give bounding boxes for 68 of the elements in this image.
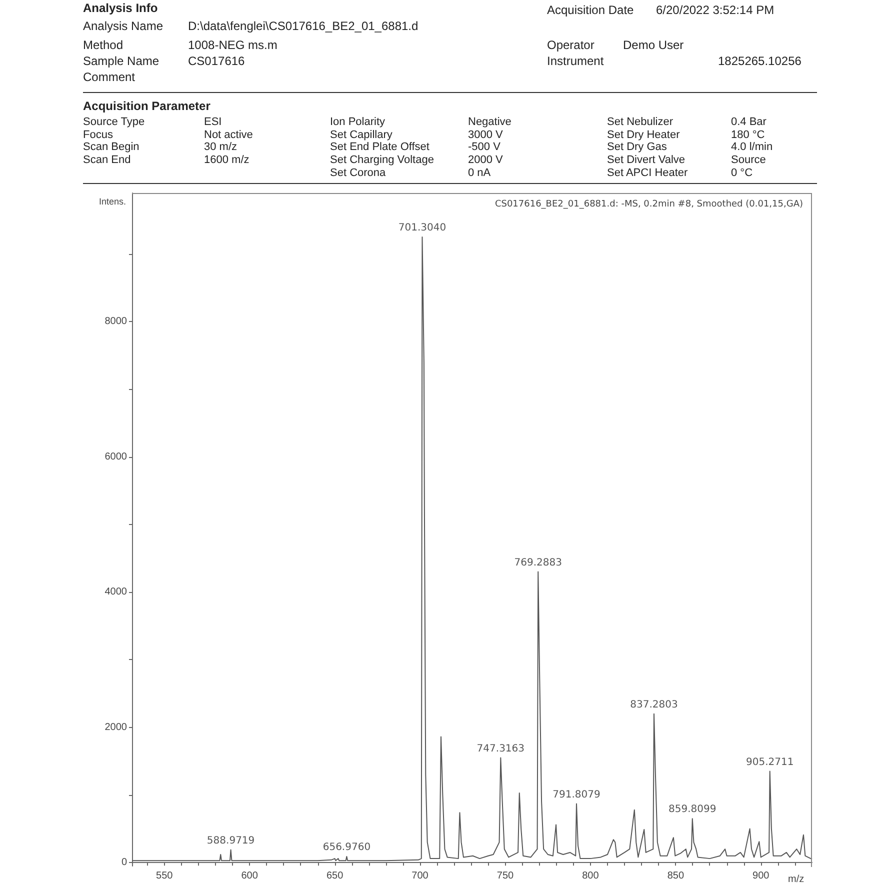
- x-tick-label: 700: [412, 870, 429, 882]
- annotation: 769.2883: [514, 557, 562, 568]
- annotation: 656.9760: [322, 842, 371, 854]
- annotation: 791.8079: [552, 789, 600, 800]
- text: 3000 V: [468, 128, 503, 142]
- annotation: 588.9719: [206, 835, 255, 846]
- x-tick-label: 550: [156, 870, 174, 882]
- text: Sample Name: [83, 54, 160, 68]
- text: Analysis Info: [83, 1, 158, 15]
- text: Source: [731, 153, 766, 168]
- x-tick-label: 900: [752, 870, 770, 882]
- annotation: 859.8099: [668, 804, 716, 816]
- x-tick-label: 800: [582, 870, 600, 882]
- text: ESI: [204, 115, 222, 129]
- text: 0.4 Bar: [731, 115, 766, 129]
- text: 30 m/z: [204, 140, 238, 154]
- text: 1825265.10256: [718, 54, 802, 68]
- text: Method: [83, 38, 124, 52]
- text: Set APCI Heater: [607, 166, 688, 180]
- text: 4.0 l/min: [731, 140, 773, 154]
- text: 180 °C: [731, 128, 765, 142]
- text: Focus: [83, 128, 113, 142]
- x-tick-label: 850: [667, 870, 684, 882]
- y-tick-label: 6000: [104, 451, 128, 462]
- text: CS017616_BE2_01_6881.d: -MS, 0.2min #8, Smoothed (0.01,15,GA): [494, 200, 804, 210]
- text: 2000 V: [468, 153, 503, 168]
- text: 1600 m/z: [204, 153, 250, 168]
- text: Comment: [83, 70, 136, 84]
- text: Set Divert Valve: [607, 153, 686, 168]
- text: 6/20/2022 3:52:14 PM: [656, 3, 774, 17]
- text: Demo User: [623, 38, 684, 52]
- text: Analysis Name: [83, 19, 164, 33]
- text: Scan End: [83, 153, 131, 168]
- x-axis-title: m/z: [788, 874, 804, 886]
- text: Set Charging Voltage: [330, 153, 434, 168]
- text: CS017616: [188, 54, 245, 68]
- text: Set Dry Gas: [607, 140, 667, 154]
- text: Negative: [468, 115, 512, 129]
- text: 1008-NEG ms.m: [188, 38, 278, 52]
- x-tick-label: 750: [496, 870, 514, 882]
- text: Set Capillary: [330, 128, 392, 142]
- text: Acquisition Parameter: [83, 99, 210, 113]
- annotation: 701.3040: [398, 222, 446, 234]
- text: Scan Begin: [83, 140, 140, 154]
- x-tick-label: 600: [241, 870, 258, 882]
- text: Ion Polarity: [330, 115, 386, 129]
- y-tick-label: 0: [121, 857, 128, 868]
- text: Set Nebulizer: [607, 115, 674, 129]
- annotation: 905.2711: [746, 756, 794, 768]
- text: Not active: [204, 128, 253, 142]
- text: D:\data\fenglei\CS017616_BE2_01_6881.d: [188, 19, 418, 33]
- y-tick-label: 4000: [104, 586, 128, 598]
- text: Set End Plate Offset: [330, 140, 430, 154]
- text: 0 nA: [468, 166, 491, 180]
- x-tick-label: 650: [326, 870, 344, 882]
- annotation: 747.3163: [476, 743, 525, 754]
- source-note: Source Type: [83, 115, 145, 129]
- y-tick-label: 2000: [104, 722, 128, 733]
- text: Set Corona: [330, 166, 386, 180]
- text: -500 V: [468, 140, 500, 154]
- text: Acquisition Date: [547, 3, 634, 17]
- y-axis-title: Intens.: [98, 196, 126, 206]
- text: 0 °C: [731, 166, 753, 180]
- annotation: 837.2803: [630, 699, 678, 710]
- text: Operator: [547, 38, 594, 52]
- y-tick-label: 8000: [104, 316, 128, 328]
- text: Set Dry Heater: [607, 128, 680, 142]
- text: Instrument: [547, 54, 604, 68]
